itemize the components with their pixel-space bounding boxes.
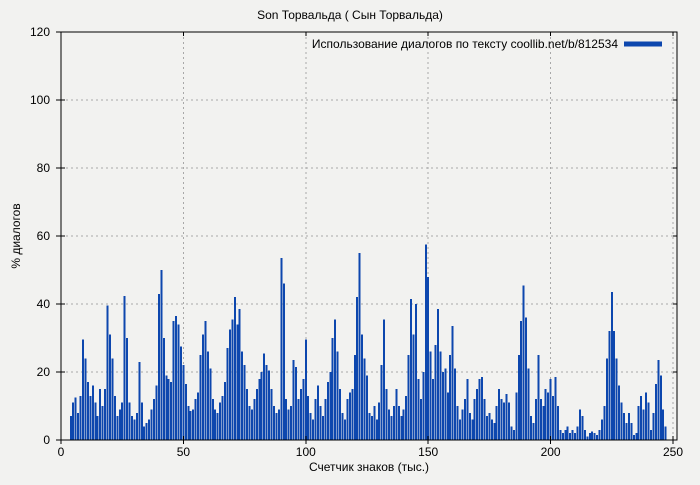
y-tick-label: 120: [30, 25, 50, 39]
y-tick-label: 100: [30, 93, 50, 107]
y-tick-label: 0: [43, 433, 50, 447]
chart-title: Son Торвальда ( Сын Торвальда): [257, 8, 443, 22]
x-tick-label: 250: [663, 445, 683, 459]
x-tick-label: 150: [418, 445, 438, 459]
tick-label-layer: 0 50 100 150 200 250 0 20 40 60 80 100 120: [30, 25, 683, 459]
x-tick-label: 200: [541, 445, 561, 459]
y-axis-label: % диалогов: [9, 203, 23, 268]
x-tick-label: 100: [296, 445, 316, 459]
y-tick-label: 20: [37, 365, 51, 379]
y-tick-label: 60: [37, 229, 51, 243]
bars-layer: [69, 244, 667, 440]
axes-layer: [56, 31, 678, 444]
x-tick-label: 50: [177, 445, 191, 459]
y-tick-label: 40: [37, 297, 51, 311]
legend-label: Использование диалогов по тексту coollib…: [312, 37, 618, 51]
x-axis-label: Счетчик знаков (тыс.): [309, 460, 429, 474]
y-tick-label: 80: [37, 161, 51, 175]
x-tick-label: 0: [58, 445, 65, 459]
